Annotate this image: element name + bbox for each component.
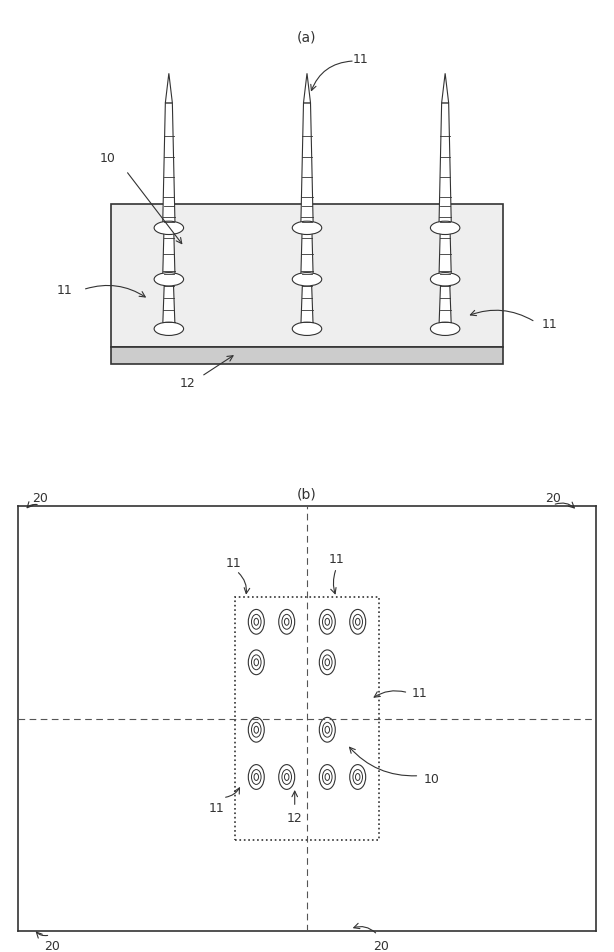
Ellipse shape	[430, 222, 460, 235]
Polygon shape	[111, 347, 503, 365]
Polygon shape	[303, 156, 311, 180]
Ellipse shape	[292, 273, 322, 287]
Ellipse shape	[154, 222, 184, 235]
Text: 20: 20	[545, 491, 561, 505]
Polygon shape	[441, 156, 449, 180]
Ellipse shape	[154, 323, 184, 336]
Polygon shape	[163, 104, 175, 225]
Text: 11: 11	[208, 802, 224, 815]
Polygon shape	[301, 104, 313, 225]
Ellipse shape	[154, 273, 184, 287]
Text: 20: 20	[44, 939, 60, 952]
Polygon shape	[301, 254, 313, 327]
Polygon shape	[441, 74, 449, 104]
Polygon shape	[165, 74, 173, 104]
Polygon shape	[439, 180, 451, 277]
Polygon shape	[303, 236, 311, 254]
Polygon shape	[163, 254, 175, 327]
Ellipse shape	[430, 273, 460, 287]
Text: 11: 11	[353, 52, 369, 66]
Bar	[235, 598, 379, 840]
Ellipse shape	[292, 222, 322, 235]
Polygon shape	[301, 180, 313, 277]
Text: 10: 10	[99, 151, 115, 165]
Polygon shape	[111, 205, 503, 347]
Polygon shape	[165, 236, 173, 254]
Ellipse shape	[430, 323, 460, 336]
Text: 11: 11	[328, 552, 344, 565]
Polygon shape	[439, 254, 451, 327]
Polygon shape	[303, 74, 311, 104]
Text: (a): (a)	[297, 30, 317, 45]
Text: (b): (b)	[297, 487, 317, 502]
Text: 11: 11	[56, 284, 72, 297]
Text: 10: 10	[424, 772, 440, 785]
Polygon shape	[163, 180, 175, 277]
Text: 11: 11	[411, 686, 427, 700]
Text: 20: 20	[373, 939, 389, 952]
Polygon shape	[439, 104, 451, 225]
Polygon shape	[441, 236, 449, 254]
Text: 12: 12	[179, 376, 195, 389]
Text: 11: 11	[225, 556, 241, 569]
Ellipse shape	[292, 323, 322, 336]
Text: 11: 11	[542, 317, 558, 330]
Polygon shape	[165, 156, 173, 180]
Text: 20: 20	[32, 491, 48, 505]
Text: 12: 12	[287, 811, 303, 824]
